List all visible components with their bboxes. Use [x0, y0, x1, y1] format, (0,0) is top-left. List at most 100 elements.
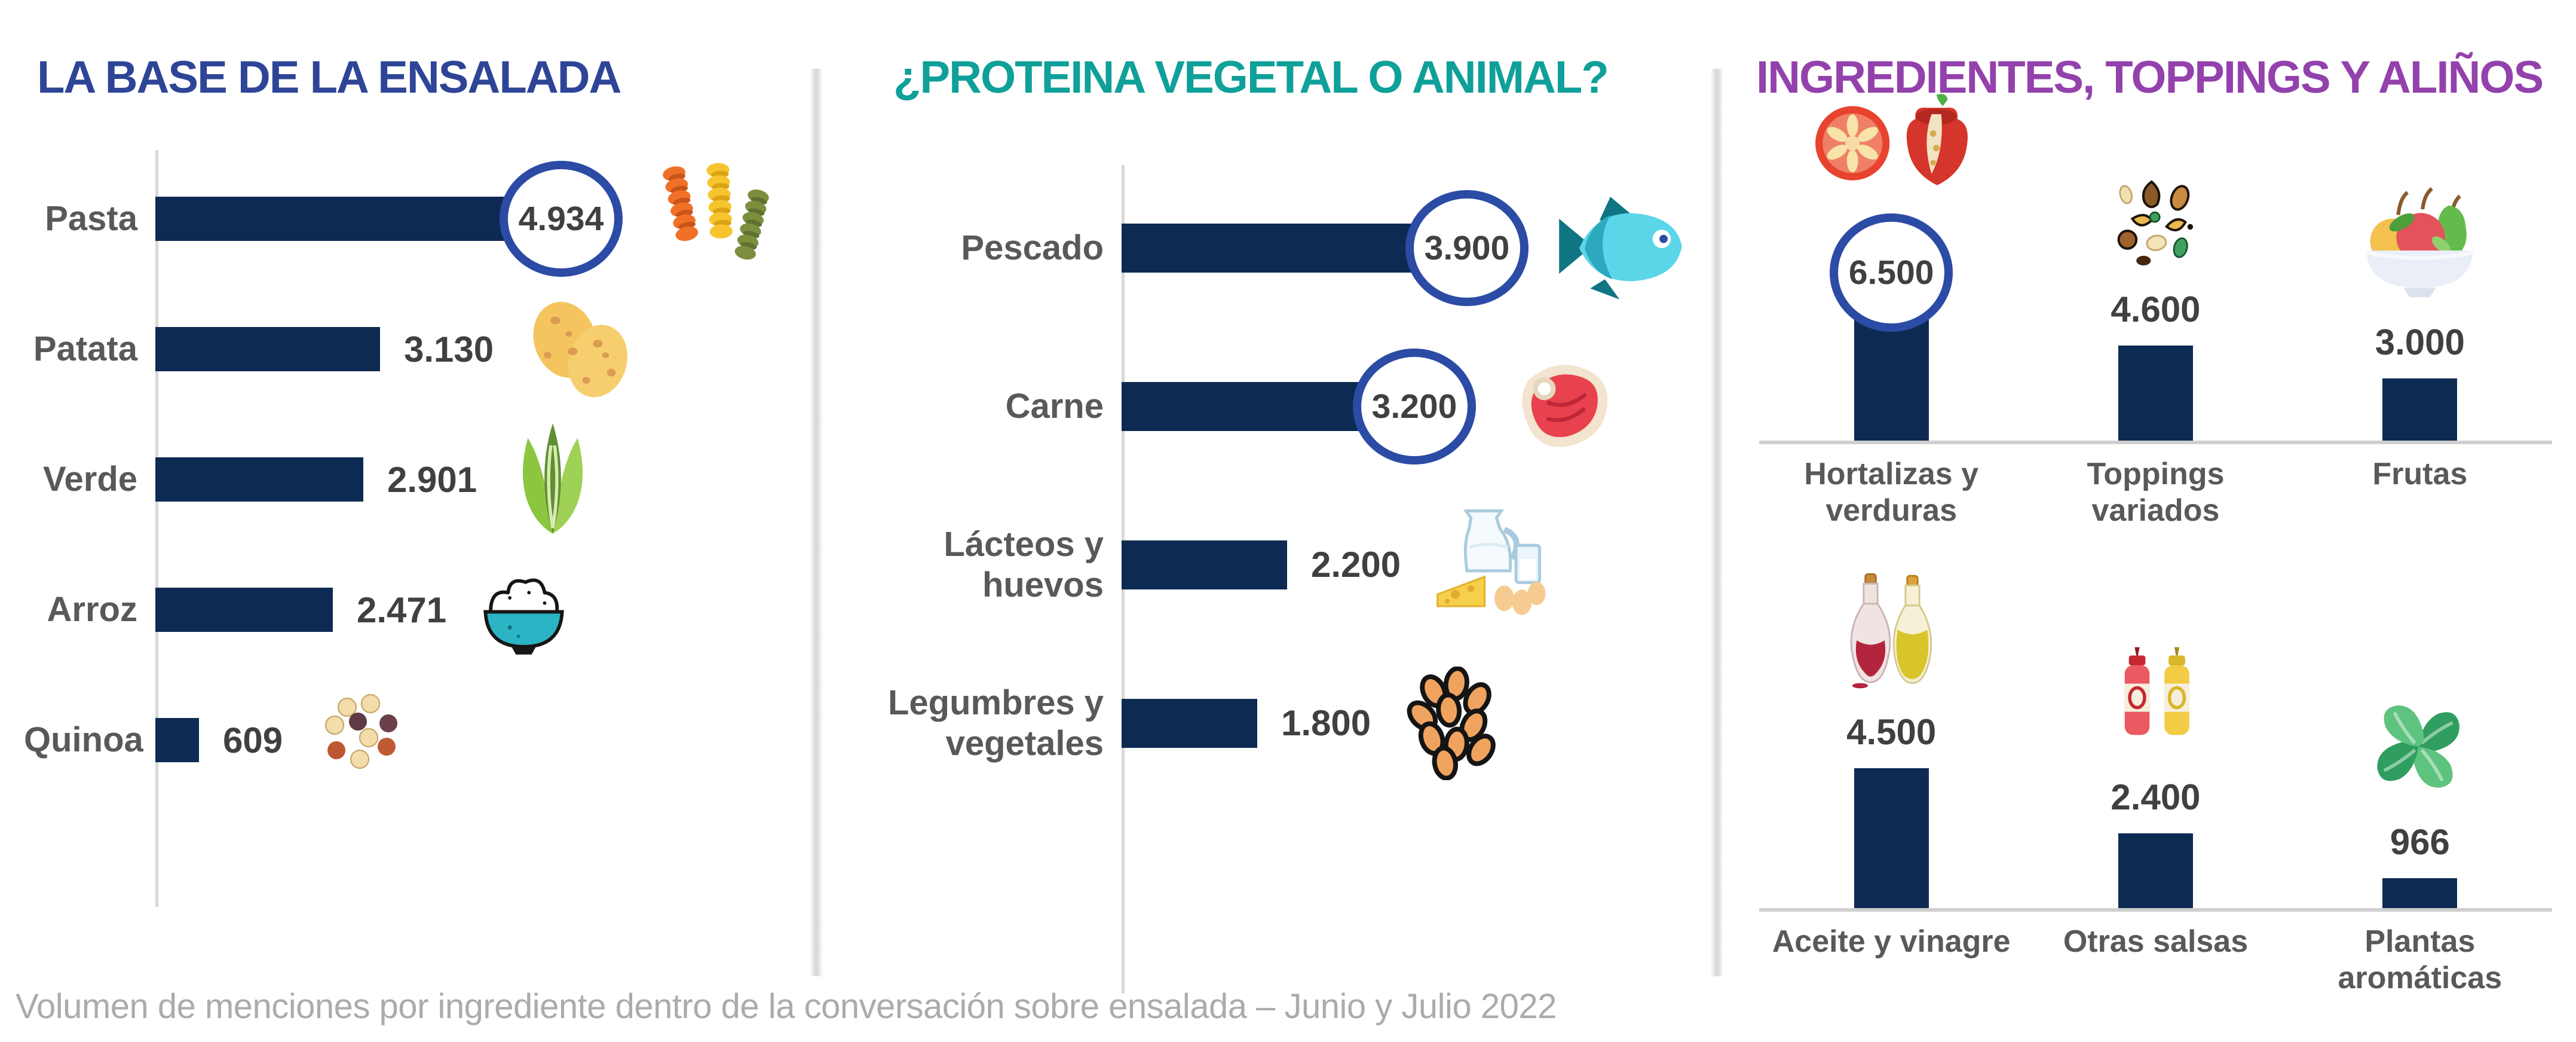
bar-row-patata: Patata 3.130 — [24, 284, 810, 414]
chart-ingredientes-bottom: 4.500 — [1759, 573, 2552, 912]
bar-verde — [155, 457, 363, 502]
basil-icon — [2360, 685, 2480, 805]
bar-label: Carne — [1005, 386, 1104, 426]
column-bar-plantas — [2382, 878, 2458, 908]
bar-row-pescado: Pescado 3.900 — [841, 169, 1710, 327]
bar-row-pasta: Pasta 4.934 — [24, 154, 810, 284]
panel-title-base-ensalada: LA BASE DE LA ENSALADA — [37, 52, 621, 103]
bar-carne — [1122, 381, 1362, 431]
bar-value: 1.800 — [1281, 703, 1371, 743]
highlight-circle: 4.934 — [500, 161, 623, 277]
bar-track: 2.200 — [1122, 485, 1710, 644]
column-label-salsas: Otras salsas — [2063, 924, 2249, 959]
bar-label: Patata — [33, 329, 137, 369]
bar-row-arroz: Arroz 2.471 — [24, 545, 810, 675]
column-bar-aceite — [1854, 768, 1929, 908]
bar-value: 3.200 — [1371, 387, 1457, 426]
bar-label: Arroz — [47, 590, 137, 630]
bar-row-quinoa: Quinoa 609 — [24, 675, 810, 805]
column-bar-frutas — [2382, 378, 2458, 441]
bar-label: Lácteos y huevos — [944, 525, 1104, 604]
bar-value: 4.934 — [518, 200, 604, 238]
column-value: 3.000 — [2375, 322, 2465, 362]
seeds-icon — [2103, 175, 2208, 272]
rice-bowl-icon — [471, 558, 576, 662]
lettuce-icon — [502, 420, 604, 539]
column-label-frutas: Frutas — [2372, 457, 2468, 491]
bar-patata — [155, 327, 380, 371]
bar-value: 2.471 — [357, 589, 447, 630]
pasta-icon — [648, 159, 788, 279]
bar-quinoa — [155, 718, 199, 762]
tomato-pepper-icon — [1811, 91, 1972, 197]
bar-value: 3.130 — [404, 329, 494, 369]
bar-value: 609 — [223, 720, 283, 760]
bar-track: 1.800 — [1122, 644, 1710, 802]
column-labels-bottom: Aceite y vinagre Otras salsas Plantas ar… — [1759, 924, 2552, 997]
fish-icon — [1554, 193, 1691, 303]
highlight-circle: 3.200 — [1353, 348, 1476, 465]
bar-lacteos — [1122, 540, 1287, 589]
bar-legumbres — [1122, 698, 1257, 748]
chart-base-ensalada: Pasta 4.934 Patata — [0, 150, 810, 907]
chart-proteina: Pescado 3.900 — [823, 165, 1710, 994]
column-value: 966 — [2390, 821, 2450, 862]
column-bar-salsas — [2118, 833, 2193, 908]
bar-value: 2.200 — [1311, 545, 1401, 585]
column-label-plantas: Plantas aromáticas — [2338, 924, 2503, 996]
bar-value: 2.901 — [387, 459, 477, 500]
bar-label: Verde — [43, 460, 137, 499]
panel-proteina: ¿PROTEINA VEGETAL O ANIMAL? Pescado 3.90… — [823, 0, 1710, 1042]
panel-title-proteina: ¿PROTEINA VEGETAL O ANIMAL? — [893, 52, 1609, 103]
legumes-icon — [1396, 666, 1509, 780]
bar-row-carne: Carne 3.200 — [841, 327, 1710, 485]
dairy-eggs-icon — [1426, 496, 1563, 634]
chart-ingredientes-top: 6.500 — [1759, 94, 2552, 444]
panel-title-ingredientes: INGREDIENTES, TOPPINGS Y ALIÑOS — [1756, 52, 2544, 103]
column-salsas: 2.400 — [2023, 644, 2287, 908]
panel-ingredientes: INGREDIENTES, TOPPINGS Y ALIÑOS — [1723, 0, 2576, 1042]
column-label-toppings: Toppings variados — [2087, 457, 2225, 528]
column-aceite: 4.500 — [1759, 572, 2023, 908]
potatoes-icon — [519, 291, 644, 408]
column-hortalizas: 6.500 — [1759, 91, 2023, 441]
column-label-aceite: Aceite y vinagre — [1772, 924, 2011, 959]
oil-vinegar-icon — [1839, 572, 1944, 695]
column-value: 6.500 — [1848, 253, 1934, 292]
bar-row-lacteos: Lácteos y huevos 2.200 — [841, 485, 1710, 644]
bar-row-legumbres: Legumbres y vegetales 1.800 — [841, 644, 1710, 802]
column-label-hortalizas: Hortalizas y verduras — [1804, 457, 1979, 528]
bar-track: 2.471 — [155, 545, 810, 675]
bar-track: 3.130 — [155, 284, 810, 414]
quinoa-seeds-icon — [308, 691, 415, 790]
bar-track: 2.901 — [155, 414, 810, 545]
bar-track: 3.200 — [1122, 327, 1710, 485]
bar-label: Pescado — [961, 228, 1104, 267]
bar-row-verde: Verde 2.901 — [24, 414, 810, 545]
bar-track: 4.934 — [155, 154, 810, 284]
bar-track: 609 — [155, 675, 810, 805]
column-labels-top: Hortalizas y verduras Toppings variados … — [1759, 456, 2552, 530]
bar-label: Pasta — [45, 199, 137, 239]
column-plantas: 966 — [2288, 685, 2552, 908]
panel-base-ensalada: LA BASE DE LA ENSALADA Pasta 4.934 — [0, 0, 810, 1042]
column-toppings: 4.600 — [2023, 175, 2287, 441]
bar-label: Quinoa — [24, 720, 143, 760]
bar-arroz — [155, 588, 333, 632]
column-value: 2.400 — [2111, 777, 2201, 817]
column-value: 4.600 — [2111, 289, 2201, 329]
bar-pasta — [155, 197, 509, 241]
section-divider — [810, 69, 823, 976]
column-value: 4.500 — [1846, 711, 1937, 752]
fruit-bowl-icon — [2350, 183, 2490, 305]
bar-value: 3.900 — [1424, 228, 1510, 267]
sauce-bottles-icon — [2102, 644, 2209, 760]
meat-icon — [1501, 347, 1629, 466]
highlight-circle: 3.900 — [1405, 190, 1529, 306]
highlight-circle: 6.500 — [1830, 213, 1953, 332]
column-bar-toppings — [2118, 346, 2193, 441]
section-divider — [1710, 69, 1723, 976]
footer-caption: Volumen de menciones por ingrediente den… — [16, 987, 1557, 1026]
chart-axis-line — [155, 150, 158, 907]
